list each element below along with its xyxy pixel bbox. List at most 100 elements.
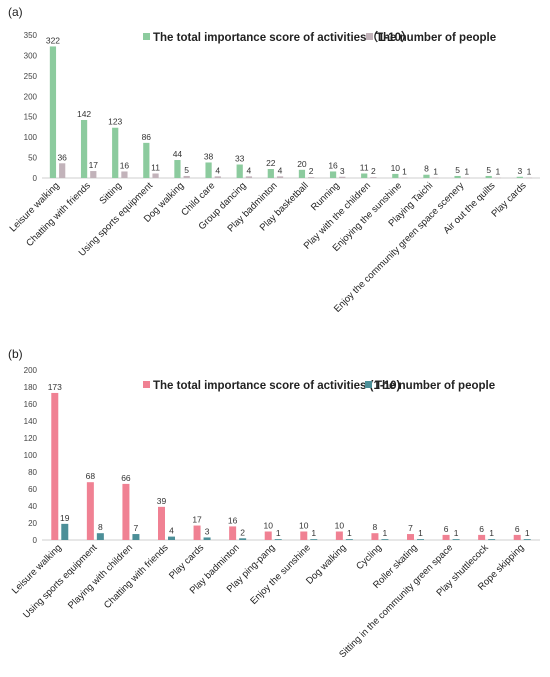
y-tick-label: 100 (24, 133, 38, 142)
bar-score (478, 534, 486, 540)
bar-people (370, 177, 377, 178)
data-label: 2 (309, 166, 314, 176)
data-label: 17 (89, 160, 99, 170)
y-tick-label: 200 (24, 92, 38, 101)
data-label: 16 (120, 160, 130, 170)
data-label: 1 (464, 167, 469, 177)
data-label: 11 (151, 163, 160, 173)
y-tick-label: 100 (24, 451, 38, 460)
bar-people (339, 176, 346, 178)
data-label: 1 (418, 528, 423, 538)
y-tick-label: 150 (24, 113, 38, 122)
data-label: 36 (57, 152, 67, 162)
bar-score (267, 169, 274, 178)
bar-people (381, 539, 389, 540)
y-tick-label: 20 (28, 519, 37, 528)
data-label: 1 (489, 528, 494, 538)
y-tick-label: 160 (24, 400, 38, 409)
bar-score (442, 534, 450, 540)
bar-score (80, 119, 88, 178)
data-label: 8 (98, 522, 103, 532)
bar-people (463, 177, 470, 179)
legend-label: The number of people (375, 380, 495, 392)
data-label: 39 (157, 496, 167, 506)
y-tick-label: 250 (24, 72, 38, 81)
bar-people (345, 539, 353, 540)
bar-people (452, 539, 460, 540)
data-label: 123 (108, 117, 122, 127)
bar-score (143, 142, 150, 178)
y-tick-label: 80 (28, 468, 37, 477)
data-label: 16 (228, 515, 238, 525)
x-tick-label: Chatting with friends (102, 542, 171, 611)
bar-people (417, 539, 424, 540)
bar-score (392, 173, 399, 178)
data-label: 11 (360, 163, 369, 173)
bar-score (122, 483, 130, 540)
data-label: 1 (527, 167, 532, 177)
data-label: 4 (247, 165, 252, 175)
bar-score (454, 175, 461, 178)
bar-score (112, 127, 119, 178)
data-label: 8 (373, 522, 378, 532)
bar-people (168, 536, 175, 540)
data-label: 2 (371, 166, 376, 176)
bar-people (276, 176, 284, 178)
bar-score (174, 160, 181, 178)
bar-people (523, 539, 531, 540)
bar-score (329, 171, 337, 178)
legend-label: The number of people (376, 32, 496, 44)
data-label: 1 (347, 528, 352, 538)
bar-score (86, 482, 94, 540)
y-tick-label: 0 (33, 536, 38, 545)
panel-label: (b) (8, 347, 23, 361)
bar-score (371, 533, 379, 540)
data-label: 16 (328, 160, 338, 170)
bar-score (300, 531, 308, 540)
legend-label: The total importance score of activities… (153, 30, 412, 44)
bar-people (152, 173, 159, 178)
data-label: 10 (299, 521, 309, 531)
bar-score (236, 164, 243, 178)
y-tick-label: 350 (24, 31, 38, 40)
data-label: 4 (278, 165, 283, 175)
bar-score (513, 534, 521, 540)
data-label: 4 (215, 165, 220, 175)
data-label: 5 (455, 165, 460, 175)
bar-score (298, 169, 306, 178)
y-tick-label: 40 (28, 502, 37, 511)
bar-people (132, 534, 140, 540)
data-label: 6 (515, 524, 520, 534)
bar-score (361, 173, 368, 178)
panel-label: (a) (8, 5, 23, 19)
data-label: 173 (48, 382, 62, 392)
y-tick-label: 180 (24, 383, 38, 392)
data-label: 142 (77, 109, 91, 119)
y-tick-label: 200 (24, 366, 38, 375)
data-label: 19 (60, 513, 70, 523)
data-label: 66 (121, 473, 131, 483)
data-label: 44 (173, 149, 183, 159)
bar-score (229, 526, 237, 540)
bar-people (308, 177, 315, 178)
bar-score (264, 531, 272, 540)
bar-people (245, 176, 253, 178)
bar-people (90, 171, 97, 178)
x-tick-label: Enjoy the sunshine (248, 542, 313, 607)
data-label: 10 (391, 163, 401, 173)
data-label: 1 (496, 167, 501, 177)
data-label: 1 (433, 167, 438, 177)
data-label: 22 (266, 158, 276, 168)
legend-swatch (366, 33, 373, 40)
x-tick-label: Playing with children (66, 542, 135, 611)
x-tick-label: Cycling (354, 542, 384, 572)
bar-people (401, 177, 408, 179)
data-label: 7 (408, 523, 413, 533)
bar-people (203, 537, 211, 540)
data-label: 33 (235, 154, 245, 164)
bar-score (158, 506, 165, 540)
legend-swatch (143, 33, 150, 40)
y-tick-label: 50 (28, 154, 37, 163)
bar-people (494, 177, 502, 179)
